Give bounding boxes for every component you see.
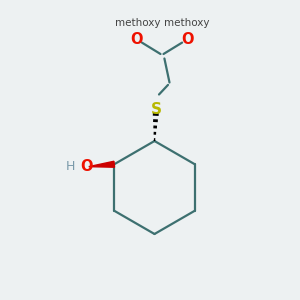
Text: H: H (66, 160, 75, 172)
Text: O: O (130, 32, 143, 46)
Text: O: O (80, 159, 93, 174)
Polygon shape (89, 161, 115, 167)
Text: methoxy: methoxy (164, 17, 209, 28)
Text: O: O (181, 32, 194, 46)
Text: S: S (151, 102, 161, 117)
Text: methoxy: methoxy (115, 17, 160, 28)
